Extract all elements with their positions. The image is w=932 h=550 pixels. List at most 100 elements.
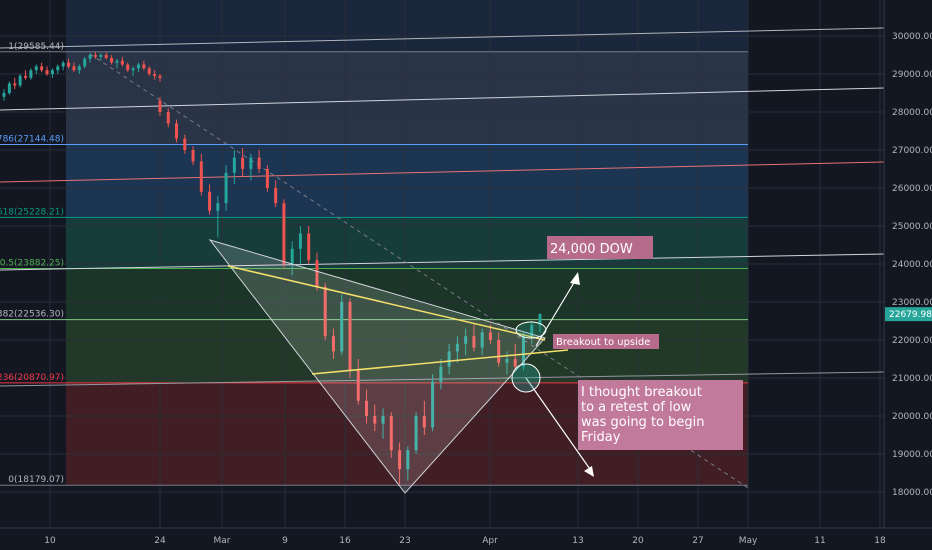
candle-body-73 — [513, 359, 517, 367]
candle-body-71 — [497, 340, 501, 363]
candle-body-12 — [67, 62, 71, 67]
candle-45 — [282, 199, 286, 268]
price-axis[interactable]: 30000.00 29000.00 28000.00 27000.00 26000.00… — [883, 0, 932, 550]
candle-body-37 — [216, 203, 220, 211]
candle-18 — [99, 53, 103, 61]
candle-body-15 — [83, 58, 87, 67]
candle-body-2 — [13, 83, 17, 86]
candle-68 — [472, 324, 476, 352]
candle-29 — [158, 74, 162, 82]
candle-31 — [166, 108, 170, 128]
candle-body-32 — [175, 123, 179, 139]
fib-label-4: 0.382(22536.30) — [0, 310, 64, 320]
candle-body-44 — [274, 188, 278, 204]
price-tick-9: 21000.00 — [892, 374, 932, 384]
triangle-pattern — [208, 239, 546, 494]
candle-body-26 — [142, 64, 146, 69]
candlesticks — [2, 51, 542, 485]
note-line-3: Friday — [581, 430, 621, 445]
price-tick-3: 27000.00 — [892, 146, 932, 156]
candle-46 — [290, 241, 294, 276]
time-tick-12: 18 — [874, 536, 886, 546]
candle-10 — [56, 64, 60, 74]
candle-48 — [307, 226, 311, 264]
candle-42 — [257, 150, 261, 173]
candle-27 — [147, 66, 151, 76]
candle-body-21 — [115, 60, 119, 63]
candle-32 — [175, 119, 179, 143]
time-tick-4: 16 — [339, 536, 351, 546]
candle-body-6 — [34, 66, 38, 71]
fib-label-6: 0(18179.07) — [8, 475, 64, 485]
candle-body-19 — [104, 55, 108, 59]
candle-62 — [422, 400, 426, 435]
channel-upper-line — [0, 87, 885, 111]
candle-body-7 — [40, 66, 44, 71]
candle-67 — [464, 328, 468, 356]
time-axis-background — [0, 528, 932, 550]
candle-69 — [480, 328, 484, 356]
candle-38 — [224, 165, 228, 211]
fib-zone-4 — [66, 319, 748, 383]
fib-zone-1 — [66, 144, 748, 218]
candle-1 — [7, 81, 11, 95]
candle-17 — [93, 51, 97, 59]
candle-19 — [104, 52, 108, 60]
candle-24 — [131, 66, 135, 76]
candle-body-56 — [373, 416, 377, 424]
candle-body-63 — [431, 381, 435, 428]
candle-16 — [88, 53, 92, 63]
candle-body-72 — [505, 359, 509, 363]
price-tick-7: 23000.00 — [892, 298, 932, 308]
candle-21 — [115, 58, 119, 69]
candle-body-22 — [120, 60, 124, 65]
candle-52 — [340, 294, 344, 356]
candle-body-46 — [290, 248, 294, 264]
downside-arrow-head — [584, 466, 594, 477]
candle-body-16 — [88, 55, 92, 59]
candle-body-13 — [72, 66, 76, 71]
annotations: 24,000 DOW Breakout to upside I thought br… — [547, 236, 743, 450]
candle-body-31 — [166, 112, 170, 124]
candle-body-69 — [480, 332, 484, 348]
candle-39 — [232, 150, 236, 185]
price-tick-10: 20000.00 — [892, 412, 932, 422]
candle-body-24 — [131, 68, 135, 71]
price-tick-6: 24000.00 — [892, 260, 932, 270]
candle-body-5 — [29, 70, 33, 78]
candle-44 — [274, 180, 278, 207]
upper-trendline — [227, 265, 546, 341]
candle-body-55 — [365, 400, 369, 416]
candle-body-67 — [464, 336, 468, 344]
candle-30 — [158, 96, 162, 116]
time-tick-1: 24 — [154, 536, 166, 546]
time-tick-3: 9 — [282, 536, 288, 546]
fib-zone-0 — [66, 51, 748, 145]
candle-8 — [45, 66, 49, 76]
candle-body-29 — [158, 75, 162, 78]
candle-body-27 — [147, 68, 151, 74]
candle-body-4 — [24, 75, 28, 78]
candle-60 — [406, 446, 410, 481]
candle-40 — [241, 148, 245, 177]
candle-50 — [323, 283, 327, 340]
candle-body-49 — [315, 260, 319, 287]
fib-label-1: 0.786(27144.48) — [0, 135, 64, 145]
candle-body-34 — [191, 150, 195, 162]
candle-body-23 — [126, 64, 130, 71]
time-axis[interactable]: 10 24 Mar 9 16 23 Apr 13 20 27 May 11 18 — [0, 527, 932, 550]
candle-body-35 — [199, 161, 203, 192]
breakout-label: Breakout to upside — [556, 337, 650, 348]
note-line-2: was going to begin — [581, 415, 704, 430]
candle-28 — [153, 70, 157, 80]
time-tick-8: 20 — [632, 536, 644, 546]
candle-body-66 — [455, 343, 459, 352]
candle-53 — [348, 298, 352, 378]
upside-arrow-head — [570, 272, 580, 285]
price-tick-8: 22000.00 — [892, 336, 932, 346]
fib-label-3: 0.5(23882.25) — [0, 258, 64, 268]
note-line-0: I thought breakout — [581, 385, 702, 400]
candle-body-18 — [99, 55, 103, 57]
candle-73 — [513, 343, 517, 371]
